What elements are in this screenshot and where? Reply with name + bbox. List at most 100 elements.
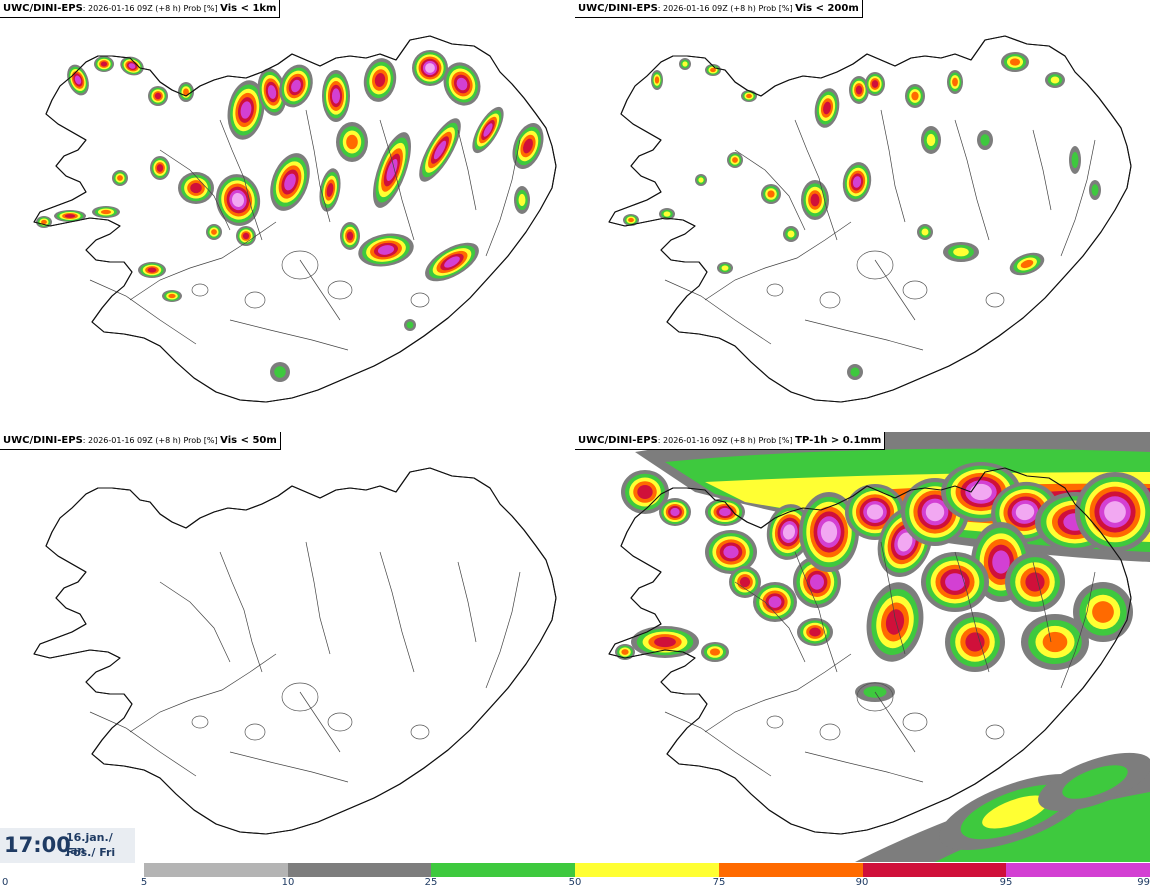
probability-area <box>705 498 745 526</box>
probability-area <box>1001 52 1029 72</box>
probability-area <box>701 642 729 662</box>
probability-area <box>425 242 479 282</box>
probability-area <box>1009 252 1045 276</box>
lake-outline <box>819 291 841 309</box>
probability-area <box>1075 472 1150 552</box>
probability-area <box>947 70 963 94</box>
probability-area <box>512 122 544 170</box>
river-line <box>457 129 477 211</box>
river-line <box>89 711 197 777</box>
probability-area <box>1089 180 1101 200</box>
panel-meta: 2026-01-16 09Z (+8 h) Prob [%] <box>663 4 793 13</box>
colorbar-tick: 90 <box>855 877 869 888</box>
colorbar-tick: 99 <box>1137 877 1150 888</box>
probability-area <box>695 174 707 186</box>
probability-colorbar <box>144 863 1150 877</box>
probability-area <box>729 566 761 598</box>
colorbar-75-90 <box>718 863 863 877</box>
probability-area <box>67 64 89 96</box>
probability-area <box>319 168 341 212</box>
probability-area <box>178 172 214 204</box>
probability-area <box>419 118 461 182</box>
probability-area <box>148 86 168 106</box>
lake-outline <box>191 283 209 297</box>
river-line <box>129 653 277 733</box>
panel-variable: TP-1h > 0.1mm <box>795 435 882 446</box>
lake-outline <box>856 682 894 712</box>
probability-area <box>1045 72 1065 88</box>
probability-area <box>1021 614 1089 670</box>
river-line <box>379 551 415 673</box>
probability-area <box>358 233 414 267</box>
probability-area <box>917 224 933 240</box>
river-line <box>880 109 906 223</box>
river-line <box>880 541 906 655</box>
lake-outline <box>410 724 430 740</box>
coastline-outline <box>608 467 1132 835</box>
probability-area <box>799 492 859 572</box>
panel-source: UWC/DINI-EPS <box>578 435 658 446</box>
river-line <box>229 751 349 783</box>
panel-title: UWC/DINI-EPS: 2026-01-16 09Z (+8 h) Prob… <box>0 432 281 450</box>
probability-area <box>847 364 863 380</box>
probability-area <box>227 80 265 140</box>
lake-outline <box>819 723 841 741</box>
probability-area <box>865 72 885 96</box>
colorbar-50-75 <box>575 863 719 877</box>
river-line <box>734 581 806 663</box>
river-line <box>664 279 772 345</box>
colorbar-tick: 75 <box>712 877 726 888</box>
river-line <box>305 541 331 655</box>
panel-title: UWC/DINI-EPS: 2026-01-16 09Z (+8 h) Prob… <box>0 0 281 18</box>
iceland-coastline <box>33 467 557 835</box>
colorbar-tick: 0 <box>2 877 9 888</box>
colorbar-tick: 50 <box>568 877 582 888</box>
lake-outline <box>281 682 319 712</box>
probability-area <box>1073 582 1133 642</box>
panel-source: UWC/DINI-EPS <box>3 435 83 446</box>
probability-area <box>336 122 368 162</box>
river-line <box>734 149 806 231</box>
panel-meta: 2026-01-16 09Z (+8 h) Prob [%] <box>88 436 218 445</box>
probability-area <box>1069 146 1081 174</box>
probability-area <box>215 174 261 226</box>
river-line <box>874 259 916 321</box>
probability-area <box>373 132 411 208</box>
probability-area <box>150 156 170 180</box>
river-line <box>874 691 916 753</box>
panel-meta: 2026-01-16 09Z (+8 h) Prob [%] <box>88 4 218 13</box>
probability-area <box>877 507 933 577</box>
river-line <box>219 551 263 673</box>
map-lines <box>608 467 1132 835</box>
probability-area <box>921 126 941 154</box>
probability-area <box>363 58 397 102</box>
probability-area <box>943 242 979 262</box>
map-panel-precip: UWC/DINI-EPS: 2026-01-16 09Z (+8 h) Prob… <box>575 432 1150 862</box>
probability-area <box>138 262 166 278</box>
river-line <box>129 221 277 301</box>
coastline-outline <box>33 35 557 403</box>
river-line <box>485 139 521 257</box>
river-line <box>229 319 349 351</box>
panel-source: UWC/DINI-EPS <box>3 3 83 14</box>
coastline-outline <box>608 35 1132 403</box>
probability-area <box>705 530 757 574</box>
river-line <box>89 279 197 345</box>
lake-outline <box>281 250 319 280</box>
lake-outline <box>327 280 353 300</box>
map-panel-vis-50m: UWC/DINI-EPS: 2026-01-16 09Z (+8 h) Prob… <box>0 432 575 862</box>
colorbar-tick: 25 <box>424 877 438 888</box>
lake-outline <box>902 712 928 732</box>
river-line <box>804 319 924 351</box>
probability-area <box>801 180 829 220</box>
probability-area <box>443 62 481 106</box>
probability-field <box>615 432 1150 862</box>
coastline-outline <box>33 467 557 835</box>
probability-area <box>270 153 310 211</box>
probability-area <box>1005 552 1065 612</box>
probability-area <box>322 70 350 122</box>
probability-area <box>679 58 691 70</box>
river-line <box>379 119 415 241</box>
river-line <box>954 119 990 241</box>
